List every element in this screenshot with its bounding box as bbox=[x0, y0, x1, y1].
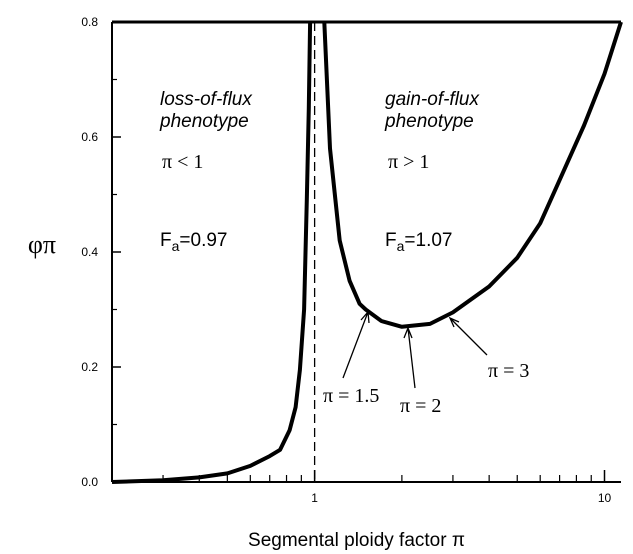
data-line bbox=[111, 21, 623, 484]
annotation: Fa=0.97 bbox=[160, 230, 227, 254]
y-tick-label: 0.6 bbox=[81, 130, 98, 144]
annotation: π = 1.5 bbox=[323, 385, 379, 407]
annotation: phenotype bbox=[159, 111, 249, 132]
y-tick-label: 0.2 bbox=[81, 360, 98, 374]
annotation: π = 3 bbox=[488, 360, 529, 382]
y-axis-label: φπ bbox=[28, 230, 56, 259]
annotation: π > 1 bbox=[388, 151, 429, 173]
y-tick-label: 0.0 bbox=[81, 475, 98, 489]
x-tick-label: 10 bbox=[598, 491, 612, 505]
x-tick-label: 1 bbox=[311, 491, 318, 505]
annotation: π < 1 bbox=[162, 151, 203, 173]
annotation: loss-of-flux bbox=[160, 89, 253, 110]
x-axis-label: Segmental ploidy factor π bbox=[248, 530, 465, 551]
annotation: π = 2 bbox=[400, 395, 441, 417]
annotation: gain-of-flux bbox=[385, 89, 480, 110]
y-tick-label: 0.8 bbox=[81, 15, 98, 29]
annotation: Fa=1.07 bbox=[385, 230, 452, 254]
y-tick-label: 0.4 bbox=[81, 245, 98, 259]
annotation: phenotype bbox=[384, 111, 474, 132]
annotation-part: F bbox=[385, 230, 397, 251]
pointer-arrows bbox=[342, 310, 488, 389]
annotation-part: F bbox=[160, 230, 172, 251]
annotation-part: =0.97 bbox=[179, 230, 227, 251]
annotation-part: a bbox=[397, 238, 405, 254]
annotation-part: a bbox=[172, 238, 180, 254]
annotation-part: =1.07 bbox=[404, 230, 452, 251]
